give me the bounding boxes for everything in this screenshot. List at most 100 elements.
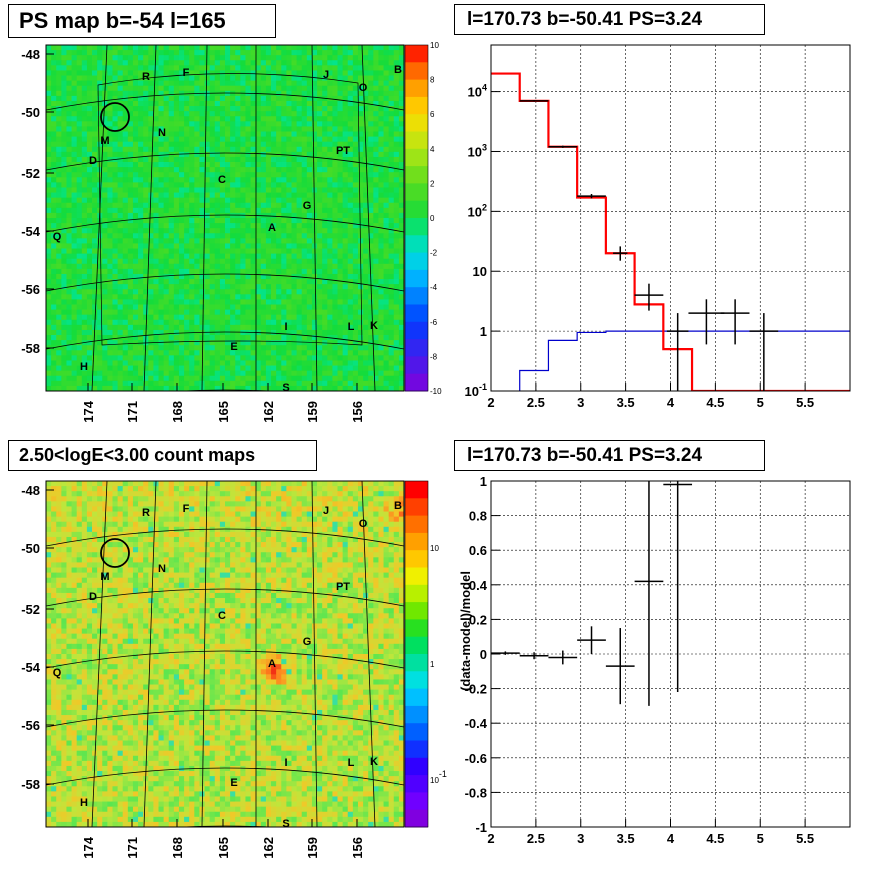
map-pixel <box>163 360 170 366</box>
map-pixel <box>66 182 72 188</box>
map-pixel <box>373 486 379 492</box>
map-pixel <box>306 65 313 71</box>
map-pixel <box>158 324 165 331</box>
map-pixel <box>265 106 272 112</box>
map-pixel <box>260 116 267 122</box>
map-pixel <box>393 375 400 382</box>
map-pixel <box>322 289 328 295</box>
map-pixel <box>168 223 175 229</box>
map-pixel <box>168 100 175 107</box>
map-pixel <box>209 370 216 377</box>
map-pixel <box>322 172 328 178</box>
map-pixel <box>153 329 159 336</box>
map-pixel <box>189 75 195 82</box>
map-pixel <box>158 197 165 204</box>
map-pixel <box>317 187 323 193</box>
map-pixel <box>352 90 359 97</box>
map-pixel <box>276 335 282 341</box>
map-pixel <box>337 187 344 193</box>
map-pixel <box>301 319 308 326</box>
map-pixel <box>158 65 165 71</box>
map-pixel <box>158 116 165 122</box>
map-pixel <box>306 45 313 51</box>
map-pixel <box>230 335 236 341</box>
map-pixel <box>240 75 246 82</box>
map-pixel <box>393 340 400 346</box>
map-pixel <box>112 218 118 224</box>
map-pixel <box>51 223 57 229</box>
map-pixel <box>368 329 374 336</box>
map-pixel <box>245 65 251 71</box>
map-pixel <box>189 192 195 199</box>
map-pixel <box>56 238 62 244</box>
map-pixel <box>240 55 246 61</box>
map-pixel <box>46 355 52 361</box>
map-pixel <box>102 177 108 183</box>
map-pixel <box>342 202 349 209</box>
map-pixel <box>235 238 241 244</box>
map-pixel <box>56 100 62 107</box>
map-pixel <box>178 182 185 188</box>
map-pixel <box>86 60 93 66</box>
map-pixel <box>97 486 103 492</box>
map-pixel <box>76 146 83 153</box>
map-pixel <box>219 289 226 295</box>
map-pixel <box>138 131 144 137</box>
map-pixel <box>163 324 170 331</box>
map-pixel <box>66 319 72 326</box>
map-pixel <box>56 187 62 193</box>
map-pixel <box>71 141 78 148</box>
map-pixel <box>81 172 88 178</box>
map-pixel <box>225 218 231 224</box>
map-pixel <box>240 212 246 219</box>
map-pixel <box>61 365 67 372</box>
map-pixel <box>46 146 52 153</box>
map-pixel <box>337 55 344 61</box>
map-cells <box>46 45 404 391</box>
map-pixel <box>265 100 272 107</box>
map-pixel <box>92 95 98 102</box>
map-pixel <box>194 167 200 173</box>
map-pixel <box>51 50 57 56</box>
map-pixel <box>163 126 170 132</box>
map-pixel <box>107 146 113 153</box>
map-pixel <box>240 273 246 280</box>
map-pixel <box>291 141 297 148</box>
map-pixel <box>373 294 379 300</box>
map-pixel <box>214 284 221 290</box>
map-pixel <box>260 167 267 173</box>
map-pixel <box>357 45 364 51</box>
map-pixel <box>107 340 113 346</box>
map-pixel <box>173 60 180 66</box>
map-pixel <box>214 360 221 366</box>
graticule <box>46 45 404 391</box>
map-pixel <box>132 60 139 66</box>
map-pixel <box>311 80 318 87</box>
map-pixel <box>306 268 313 275</box>
map-pixel <box>127 146 134 153</box>
map-pixel <box>107 233 113 239</box>
map-pixel <box>368 238 374 244</box>
map-pixel <box>332 106 338 112</box>
map-pixel <box>184 55 190 61</box>
map-pixel <box>306 177 313 183</box>
map-pixel <box>178 340 185 346</box>
map-pixel <box>158 340 165 346</box>
map-pixel <box>265 182 272 188</box>
map-pixel <box>306 228 313 234</box>
map-pixel <box>281 284 287 290</box>
map-pixel <box>383 197 390 204</box>
map-pixel <box>46 85 52 92</box>
map-pixel <box>102 289 108 295</box>
map-pixel <box>204 182 211 188</box>
map-pixel <box>168 319 175 326</box>
map-pixel <box>122 172 129 178</box>
map-pixel <box>76 90 83 97</box>
map-pixel <box>199 126 205 132</box>
map-pixel <box>276 279 282 285</box>
map-pixel <box>163 192 170 199</box>
map-pixel <box>378 197 384 204</box>
source-label-f: F <box>183 67 190 79</box>
map-pixel <box>260 309 267 316</box>
map-pixel <box>112 111 118 117</box>
